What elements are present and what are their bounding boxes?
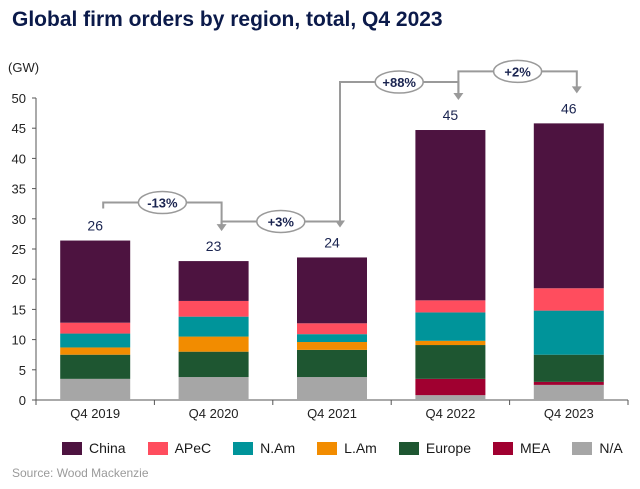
change-label: +88% — [382, 75, 416, 90]
bar-segment-apec — [415, 300, 486, 313]
total-label: 23 — [206, 238, 222, 254]
change-badge — [137, 190, 188, 215]
total-label: 46 — [561, 100, 577, 116]
x-tick-label: Q4 2021 — [307, 406, 357, 421]
bar-segment-china — [297, 257, 367, 324]
bar-segment-apec — [297, 323, 367, 335]
legend-item: Europe — [398, 440, 472, 456]
change-badge — [256, 209, 306, 234]
source-note: Source: Wood Mackenzie — [12, 466, 149, 480]
y-tick-label: 20 — [12, 272, 26, 287]
total-label: 45 — [443, 107, 459, 123]
legend-swatch — [398, 441, 419, 455]
bar-segment-europe — [415, 345, 486, 379]
y-tick-label: 50 — [12, 91, 26, 106]
change-arrowhead — [571, 86, 582, 94]
legend-swatch — [493, 441, 514, 455]
y-axis-label: (GW) — [8, 60, 39, 75]
change-label: +2% — [504, 64, 531, 79]
legend-label: N/A — [599, 440, 623, 456]
legend-label: Europe — [425, 440, 472, 456]
y-tick-label: 45 — [12, 121, 26, 136]
bar-segment-l-am — [415, 340, 486, 346]
legend-label: N.Am — [260, 440, 296, 456]
legend-swatch — [62, 441, 82, 455]
bar-segment-n-am — [415, 312, 486, 341]
bar-segment-europe — [297, 349, 367, 378]
bar-segment-china — [60, 240, 131, 323]
bar-segment-mea — [415, 378, 486, 396]
legend-item: L.Am — [317, 440, 377, 456]
legend-item: N/A — [572, 440, 623, 456]
x-tick-label: Q4 2019 — [70, 406, 120, 421]
total-label: 26 — [87, 218, 103, 234]
bar-segment-apec — [178, 300, 249, 317]
change-badge — [492, 59, 543, 84]
y-tick-label: 15 — [12, 302, 26, 317]
legend-item: MEA — [493, 440, 550, 456]
y-tick-label: 10 — [12, 333, 26, 348]
bar-segment-mea — [533, 381, 604, 385]
legend-swatch — [572, 441, 593, 455]
y-tick-label: 0 — [19, 393, 26, 408]
bar-segment-n-am — [533, 310, 604, 355]
bar-segment-n-a — [178, 377, 249, 400]
y-tick-label: 30 — [12, 212, 26, 227]
change-label: +3% — [268, 214, 295, 229]
legend-label: MEA — [520, 440, 551, 456]
bar-segment-europe — [533, 354, 604, 382]
bar-segment-n-am — [297, 334, 367, 343]
legend-swatch — [233, 441, 254, 455]
legend-swatch — [147, 441, 168, 455]
legend-swatch — [317, 441, 338, 455]
legend-label: China — [89, 440, 126, 456]
change-badge — [374, 70, 424, 94]
legend-item: APeC — [147, 440, 212, 456]
bar-segment-n-am — [178, 316, 249, 337]
bar-segment-china — [178, 261, 249, 301]
chart-area: (GW) 0 5 10 15 20 25 30 35 40 45 50 Q4 2019 26 Q4 2020… — [8, 59, 629, 421]
y-tick-label: 35 — [12, 182, 26, 197]
bar-segment-apec — [533, 288, 604, 311]
bar-segment-china — [415, 130, 486, 301]
total-label: 24 — [324, 234, 340, 250]
change-label: -13% — [147, 196, 178, 211]
legend-item: China — [62, 440, 126, 456]
bar-segment-europe — [60, 354, 131, 379]
bar-segment-n-a — [297, 377, 367, 400]
bar-segment-n-a — [415, 395, 486, 400]
legend-label: L.Am — [344, 440, 377, 456]
y-tick-label: 5 — [19, 363, 26, 378]
bar-segment-n-a — [533, 384, 604, 400]
legend: China APeC N.Am L.Am Europe MEA N/A — [62, 440, 640, 456]
x-tick-label: Q4 2020 — [189, 406, 239, 421]
x-tick-label: Q4 2023 — [544, 406, 594, 421]
bar-segment-europe — [178, 351, 249, 378]
bar-segment-apec — [60, 322, 131, 334]
bar-segment-l-am — [297, 342, 367, 350]
legend-label: APeC — [174, 440, 212, 456]
bar-segment-l-am — [178, 336, 249, 352]
legend-item: N.Am — [233, 440, 295, 456]
bar-segment-l-am — [60, 347, 131, 355]
bar-segment-n-am — [60, 333, 131, 348]
y-tick-label: 25 — [12, 242, 26, 257]
x-tick-label: Q4 2022 — [425, 406, 475, 421]
bar-segment-china — [533, 123, 604, 289]
y-tick-label: 40 — [12, 151, 26, 166]
bar-segment-n-a — [60, 378, 131, 400]
chart-title: Global firm orders by region, total, Q4 … — [12, 8, 443, 31]
